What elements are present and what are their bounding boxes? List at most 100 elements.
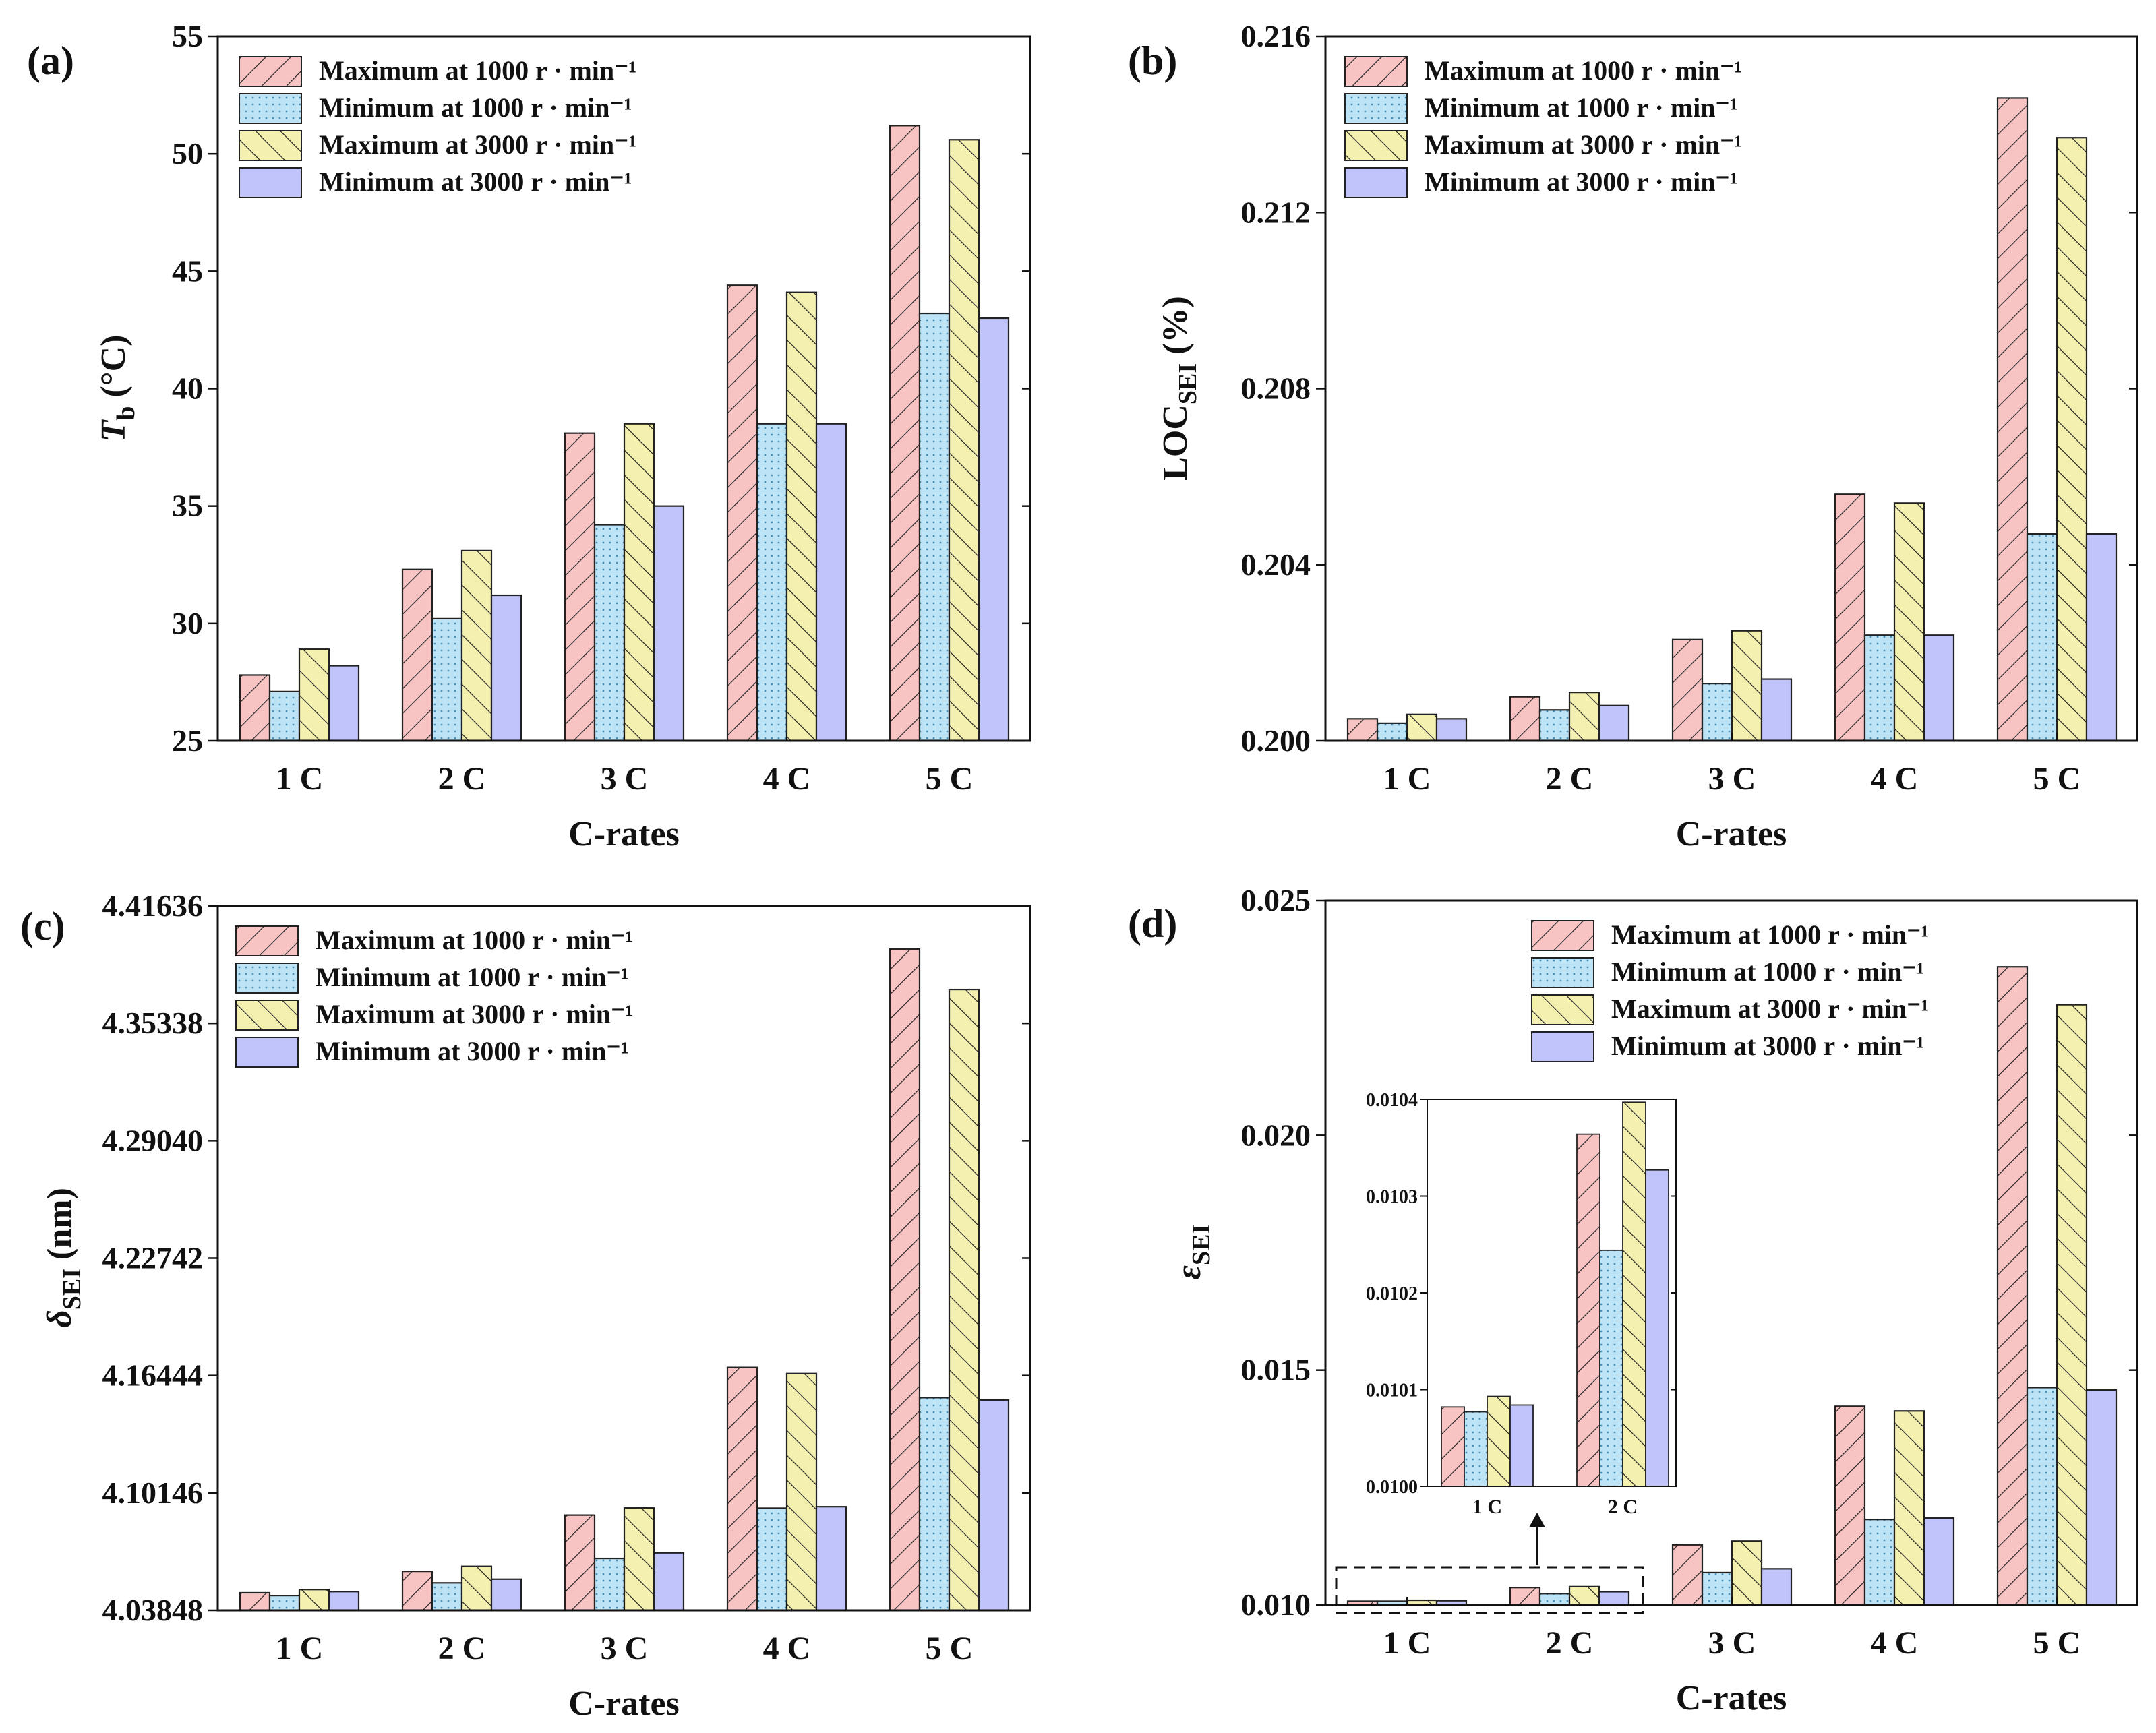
legend-label: Minimum at 1000 r · min⁻¹ (1611, 956, 1925, 987)
bar-max1000-5c (1996, 97, 2029, 742)
y-axis-unit: (nm) (40, 1188, 79, 1269)
bar-min1000-2c (1538, 1593, 1571, 1606)
x-axis-label: C-rates (1676, 815, 1787, 853)
bar-max1000-1c (239, 1591, 271, 1612)
bar-min1000-2c (431, 1582, 463, 1612)
y-axis-symbol: LOC (1156, 404, 1195, 481)
y-tick-label: 4.03848 (102, 1593, 204, 1627)
bar-max3000-2c (460, 549, 493, 742)
inset-y-tick-label: 0.0100 (1366, 1477, 1418, 1498)
legend-swatch-min3000 (239, 167, 302, 198)
bar-min1000-1c (268, 1594, 301, 1612)
bar-max1000-4c (1834, 493, 1866, 742)
y-tick-label: 25 (172, 723, 203, 758)
y-tick-label: 40 (172, 371, 203, 406)
legend: Maximum at 1000 r · min⁻¹ Minimum at 1000… (239, 55, 636, 198)
y-tick-label: 0.010 (1241, 1587, 1311, 1622)
bar-max3000-5c (948, 139, 980, 742)
x-tick-label: 5 C (926, 1631, 974, 1666)
bar-max1000-3c (564, 432, 596, 742)
bar-max3000-3c (1731, 1540, 1763, 1606)
bar-max1000-2c (1509, 1587, 1541, 1606)
bar-max1000-2c (401, 1571, 433, 1612)
inset-y-tick-label: 0.0101 (1366, 1380, 1418, 1401)
bar-min1000-2c (1538, 709, 1571, 742)
legend-label: Maximum at 3000 r · min⁻¹ (319, 129, 636, 160)
y-tick-label: 0.025 (1241, 883, 1311, 917)
x-tick-label: 2 C (438, 1631, 486, 1666)
bar-max1000-2c (1509, 696, 1541, 742)
y-axis-subscript: b (112, 406, 140, 421)
y-tick-label: 50 (172, 136, 203, 171)
bar-max1000-4c (1834, 1405, 1866, 1606)
bar-max1000-2c (401, 568, 433, 742)
legend: Maximum at 1000 r · min⁻¹ Minimum at 1000… (1531, 919, 1929, 1062)
zoom-arrow-head (1529, 1513, 1545, 1527)
y-axis-symbol: ε (1170, 1265, 1208, 1279)
x-tick-label: 3 C (1708, 761, 1756, 797)
legend-swatch-min1000 (1344, 93, 1408, 124)
legend-swatch-max3000 (235, 1000, 299, 1031)
x-tick-label: 2 C (1546, 1625, 1594, 1661)
bar-max1000-1c (239, 674, 271, 742)
bar-min3000-5c (978, 1399, 1010, 1612)
bar-min3000-5c (2085, 533, 2118, 742)
x-tick-label: 5 C (2033, 1625, 2081, 1661)
bar-min3000-2c (1598, 1591, 1630, 1606)
legend-label: Minimum at 1000 r · min⁻¹ (316, 962, 629, 992)
legend-swatch-max1000 (1531, 920, 1594, 951)
bar-min3000-3c (1760, 678, 1793, 742)
legend-swatch-min3000 (1531, 1031, 1594, 1062)
legend-label: Maximum at 3000 r · min⁻¹ (316, 999, 633, 1029)
panel-c: 1 C 2 C 3 C 4 C 5 C 4.03848 4.10146 4.16444 4.22… (20, 888, 1031, 1723)
bar-max1000-4c (726, 284, 758, 742)
panel-label: (d) (1128, 901, 1177, 946)
legend-label: Maximum at 1000 r · min⁻¹ (316, 925, 633, 955)
y-tick-label: 45 (172, 253, 203, 288)
x-tick-label: 2 C (1546, 761, 1594, 797)
bar-min3000-2c (490, 1578, 522, 1612)
legend-swatch-min1000 (235, 963, 299, 994)
y-axis-label: εSEI (1170, 1224, 1216, 1280)
x-axis-label: C-rates (1676, 1679, 1787, 1717)
inset-bar-max1000-1c (1441, 1406, 1465, 1487)
y-tick-label: 4.41636 (102, 888, 204, 923)
y-axis-label: δSEI (nm) (40, 1188, 86, 1328)
x-tick-label: 5 C (2033, 761, 2081, 797)
bar-max3000-2c (1568, 692, 1600, 742)
legend-swatch-max1000 (235, 925, 299, 956)
y-tick-label: 0.020 (1241, 1118, 1311, 1152)
bar-min1000-3c (1701, 682, 1733, 742)
bar-min1000-5c (2026, 1387, 2058, 1606)
bar-min3000-3c (653, 1552, 685, 1612)
inset-x-tick-label: 2 C (1608, 1496, 1638, 1518)
bar-max1000-3c (564, 1514, 596, 1612)
bar-min1000-4c (756, 423, 788, 742)
bar-max3000-4c (1893, 1410, 1925, 1606)
bar-min3000-1c (328, 665, 360, 742)
legend-label: Maximum at 3000 r · min⁻¹ (1611, 994, 1929, 1024)
legend-swatch-max3000 (239, 130, 302, 161)
x-tick-label: 1 C (1383, 761, 1431, 797)
legend-label: Maximum at 1000 r · min⁻¹ (1611, 919, 1929, 950)
inset-bar-min1000-2c (1599, 1249, 1623, 1487)
inset-y-tick-label: 0.0102 (1366, 1283, 1418, 1304)
bar-max3000-3c (623, 1507, 655, 1612)
legend-swatch-min3000 (1344, 167, 1408, 198)
bar-min1000-3c (1701, 1571, 1733, 1606)
bar-max1000-3c (1671, 638, 1704, 742)
y-tick-label: 35 (172, 489, 203, 523)
y-axis-subscript: SEI (58, 1269, 86, 1310)
y-axis-subscript: SEI (1187, 1224, 1216, 1265)
panel-label: (b) (1128, 38, 1177, 83)
bar-min1000-5c (918, 312, 951, 742)
inset-x-tick-label: 1 C (1472, 1496, 1502, 1518)
bar-max1000-5c (889, 125, 921, 742)
legend-label: Minimum at 3000 r · min⁻¹ (316, 1036, 629, 1066)
legend-label: Minimum at 3000 r · min⁻¹ (319, 166, 632, 197)
x-axis-label: C-rates (568, 1684, 680, 1723)
inset-y-tick-label: 0.0104 (1366, 1090, 1418, 1111)
bar-min3000-5c (2085, 1389, 2118, 1606)
y-tick-label: 4.16444 (102, 1358, 204, 1393)
